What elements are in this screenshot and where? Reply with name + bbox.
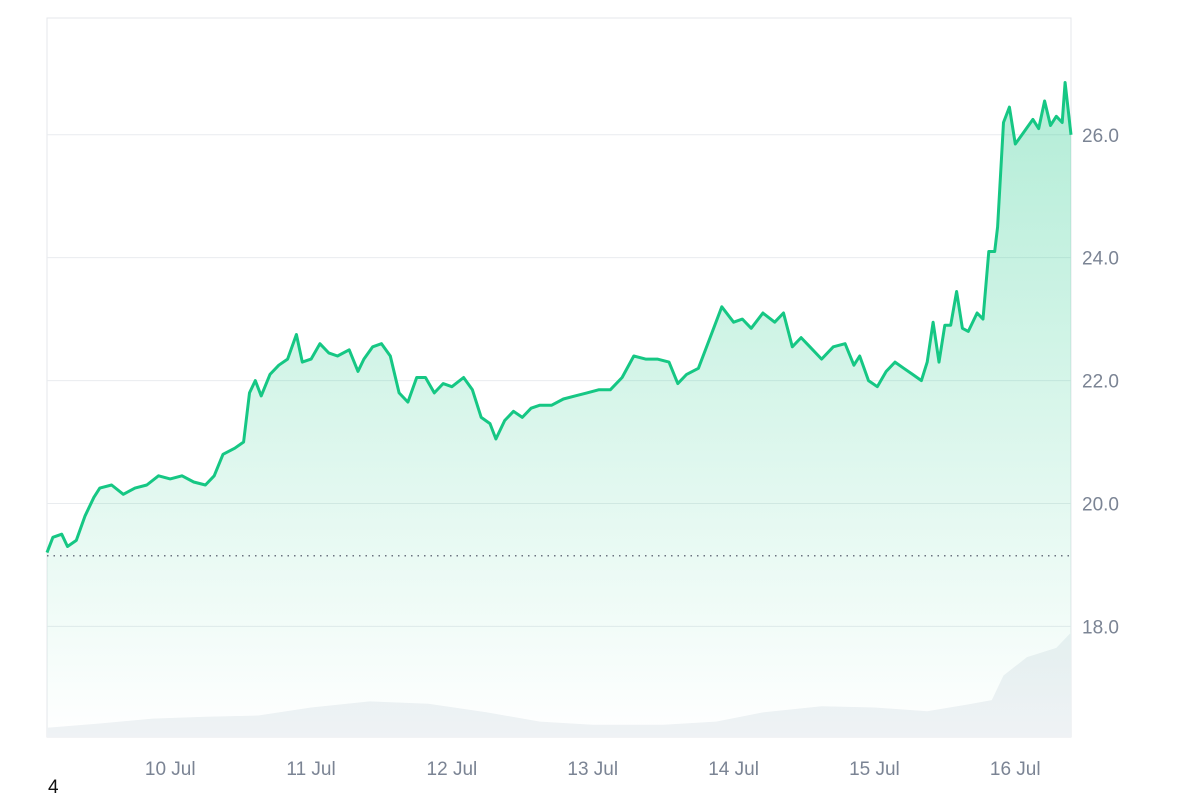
x-tick-label: 16 Jul [990,759,1041,780]
y-tick-label: 24.0 [1082,249,1119,270]
price-area-fill [47,82,1071,737]
y-tick-label: 18.0 [1082,617,1119,638]
x-tick-label: 15 Jul [849,759,900,780]
x-tick-label: 11 Jul [286,759,335,780]
y-tick-label: 26.0 [1082,126,1119,147]
x-axis-ticks: 10 Jul 11 Jul 12 Jul 13 Jul 14 Jul 15 Jul 16 J… [145,759,1041,780]
x-tick-label: 12 Jul [427,759,478,780]
y-tick-label: 22.0 [1082,372,1119,393]
y-axis-ticks: 18.0 20.0 22.0 24.0 26.0 [1082,126,1119,639]
x-tick-label: 10 Jul [145,759,196,780]
x-tick-label: 13 Jul [567,759,618,780]
price-line [45,81,1073,554]
corner-label: 4 [48,777,59,798]
y-tick-label: 20.0 [1082,494,1119,515]
x-tick-label: 14 Jul [708,759,759,780]
